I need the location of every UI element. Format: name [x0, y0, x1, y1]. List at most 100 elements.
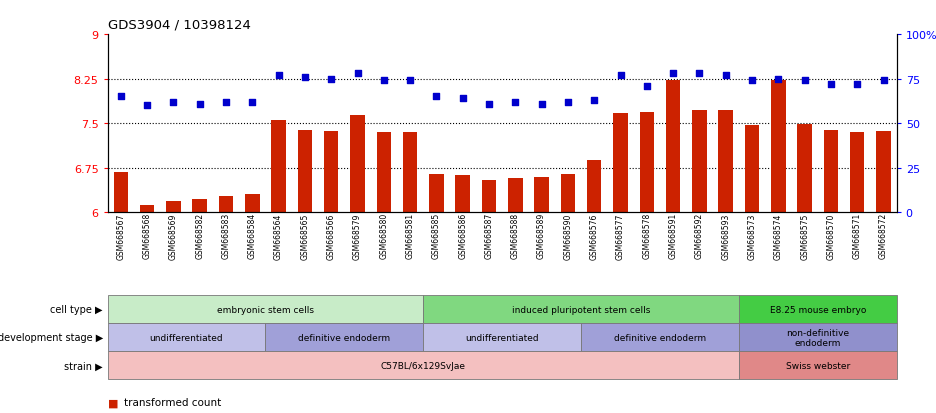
Text: GSM668574: GSM668574	[774, 213, 782, 259]
Point	[797, 78, 812, 85]
Text: GSM668591: GSM668591	[668, 213, 678, 259]
Point	[771, 76, 786, 83]
Point	[324, 76, 339, 83]
Point	[402, 78, 417, 85]
Text: GSM668565: GSM668565	[300, 213, 310, 259]
Bar	[613, 113, 628, 213]
Point	[561, 99, 576, 106]
Bar	[665, 81, 680, 213]
Bar	[219, 196, 233, 213]
Bar	[376, 133, 391, 213]
Bar	[193, 199, 207, 213]
Text: GSM668573: GSM668573	[748, 213, 756, 259]
Bar	[719, 110, 733, 213]
Point	[245, 99, 260, 106]
Bar	[430, 174, 444, 213]
Text: GSM668576: GSM668576	[590, 213, 599, 259]
Text: GSM668577: GSM668577	[616, 213, 625, 259]
Point	[665, 71, 680, 78]
Point	[534, 101, 549, 108]
Point	[639, 83, 654, 90]
Text: non-definitive
endoderm: non-definitive endoderm	[786, 328, 849, 347]
Text: E8.25 mouse embryo: E8.25 mouse embryo	[769, 305, 866, 314]
Bar	[508, 179, 522, 213]
Point	[271, 73, 286, 79]
Text: GSM668578: GSM668578	[642, 213, 651, 259]
Bar	[745, 126, 759, 213]
Point	[824, 81, 839, 88]
Point	[718, 73, 733, 79]
Point	[139, 103, 154, 109]
Bar	[876, 132, 891, 213]
Bar	[167, 202, 181, 213]
Point	[613, 73, 628, 79]
Bar	[271, 121, 285, 213]
Text: GSM668593: GSM668593	[722, 213, 730, 259]
Point	[744, 78, 759, 85]
Text: GSM668586: GSM668586	[459, 213, 467, 259]
Text: GSM668589: GSM668589	[537, 213, 546, 259]
Text: GSM668569: GSM668569	[168, 213, 178, 259]
Bar	[561, 175, 575, 213]
Text: undifferentiated: undifferentiated	[465, 333, 539, 342]
Text: GSM668584: GSM668584	[248, 213, 256, 259]
Bar	[139, 206, 154, 213]
Text: definitive endoderm: definitive endoderm	[299, 333, 390, 342]
Text: ■: ■	[108, 397, 118, 407]
Bar	[534, 177, 548, 213]
Text: cell type ▶: cell type ▶	[51, 304, 103, 314]
Point	[218, 99, 233, 106]
Point	[481, 101, 496, 108]
Point	[876, 78, 891, 85]
Bar	[245, 195, 259, 213]
Point	[166, 99, 181, 106]
Text: GSM668588: GSM668588	[511, 213, 519, 259]
Text: undifferentiated: undifferentiated	[150, 333, 224, 342]
Text: GSM668575: GSM668575	[800, 213, 809, 259]
Text: GSM668564: GSM668564	[274, 213, 283, 259]
Text: strain ▶: strain ▶	[65, 361, 103, 370]
Bar	[113, 173, 128, 213]
Text: GSM668571: GSM668571	[853, 213, 862, 259]
Point	[376, 78, 391, 85]
Point	[350, 71, 365, 78]
Bar	[298, 131, 312, 213]
Text: GSM668568: GSM668568	[142, 213, 152, 259]
Text: C57BL/6x129SvJae: C57BL/6x129SvJae	[381, 361, 466, 370]
Text: GSM668570: GSM668570	[826, 213, 836, 259]
Text: GSM668585: GSM668585	[431, 213, 441, 259]
Bar	[850, 133, 865, 213]
Point	[587, 97, 602, 104]
Point	[113, 94, 128, 101]
Text: Swiss webster: Swiss webster	[785, 361, 850, 370]
Point	[508, 99, 523, 106]
Point	[298, 74, 313, 81]
Text: definitive endoderm: definitive endoderm	[614, 333, 706, 342]
Bar	[693, 110, 707, 213]
Text: development stage ▶: development stage ▶	[0, 332, 103, 342]
Text: GSM668592: GSM668592	[695, 213, 704, 259]
Text: GSM668567: GSM668567	[116, 213, 125, 259]
Bar	[456, 176, 470, 213]
Bar	[797, 125, 812, 213]
Text: GSM668579: GSM668579	[353, 213, 362, 259]
Text: GSM668590: GSM668590	[563, 213, 573, 259]
Point	[850, 81, 865, 88]
Text: GSM668572: GSM668572	[879, 213, 888, 259]
Bar	[402, 133, 417, 213]
Text: GSM668583: GSM668583	[222, 213, 230, 259]
Bar	[482, 180, 496, 213]
Bar	[324, 132, 339, 213]
Text: GDS3904 / 10398124: GDS3904 / 10398124	[108, 19, 251, 31]
Text: GSM668566: GSM668566	[327, 213, 336, 259]
Text: induced pluripotent stem cells: induced pluripotent stem cells	[512, 305, 651, 314]
Bar	[639, 113, 654, 213]
Point	[455, 96, 470, 102]
Bar	[771, 81, 785, 213]
Point	[192, 101, 207, 108]
Text: embryonic stem cells: embryonic stem cells	[217, 305, 314, 314]
Text: GSM668587: GSM668587	[485, 213, 493, 259]
Text: transformed count: transformed count	[124, 397, 222, 407]
Bar	[587, 161, 602, 213]
Bar	[824, 131, 838, 213]
